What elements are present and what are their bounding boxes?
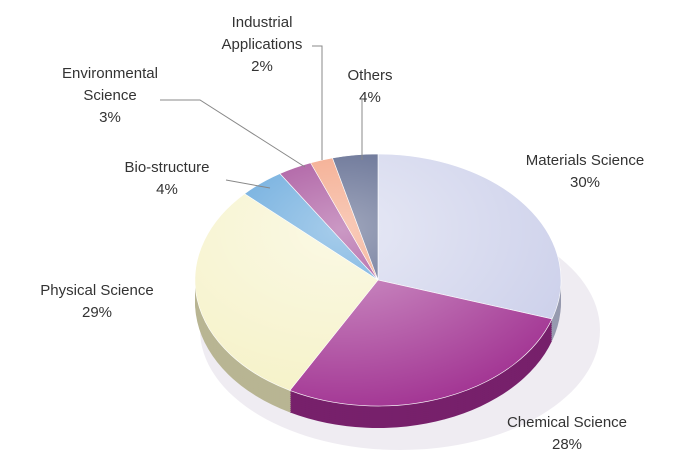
label-name: Chemical Science	[506, 414, 628, 431]
label-name: Physical Science	[40, 282, 154, 299]
label-value: 4%	[156, 181, 178, 198]
leader-line	[225, 179, 271, 189]
label-value: 2%	[251, 58, 273, 75]
leader-line	[312, 45, 323, 160]
slice-label: Physical Science 29%	[12, 280, 182, 324]
label-name: Bio-structure	[124, 159, 210, 176]
leader-line	[160, 99, 306, 168]
label-value: 4%	[359, 89, 381, 106]
slice-label: Environmental Science 3%	[40, 63, 180, 129]
label-name: Industrial Applications	[221, 14, 303, 53]
label-value: 3%	[99, 109, 121, 126]
slice-label: Chemical Science 28%	[487, 412, 647, 456]
label-value: 28%	[551, 436, 583, 453]
label-value: 29%	[81, 304, 113, 321]
label-name: Materials Science	[525, 152, 645, 169]
label-name: Environmental Science	[62, 65, 158, 104]
slice-label: Bio-structure 4%	[107, 157, 227, 201]
label-value: 30%	[569, 174, 601, 191]
slice-label: Industrial Applications 2%	[207, 12, 317, 78]
label-name: Others	[347, 67, 393, 84]
slice-label: Materials Science 30%	[505, 150, 665, 194]
slice-label: Others 4%	[330, 65, 410, 109]
